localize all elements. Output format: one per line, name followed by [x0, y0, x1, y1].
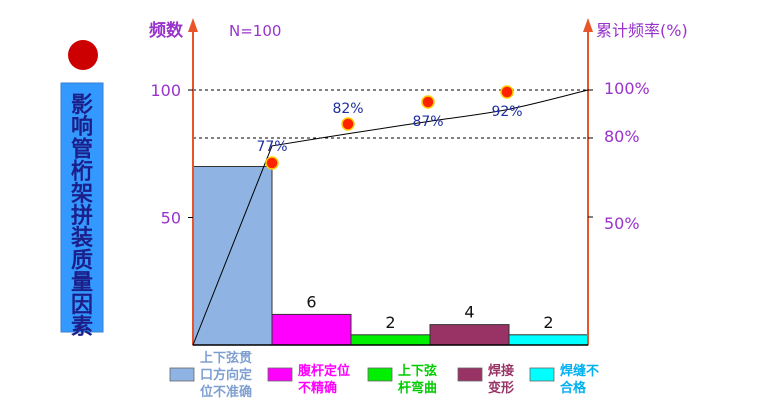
side-title-box [60, 82, 104, 333]
right-tick-label: 80% [604, 127, 640, 146]
cumulative-label: 82% [332, 101, 363, 117]
left-axis-arrow [188, 18, 198, 32]
left-tick-label: 100 [150, 81, 181, 100]
cumulative-marker [341, 117, 355, 131]
left-tick-label: 50 [161, 209, 181, 228]
n-label: N=100 [229, 22, 281, 40]
bar-value-label: 2 [543, 313, 553, 332]
cumulative-marker [500, 85, 514, 99]
right-axis-label: 累计频率(%) [596, 21, 688, 40]
bar [350, 334, 431, 346]
legend-swatch [367, 367, 393, 382]
legend-label: 腹杆定位不精确 [298, 363, 350, 396]
bar-value-label: 6 [306, 292, 316, 311]
legend-swatch [529, 367, 555, 382]
cumulative-marker [421, 95, 435, 109]
left-axis-label: 频数 [149, 20, 184, 41]
bar [192, 166, 273, 346]
cumulative-label: 77% [256, 139, 287, 155]
cumulative-marker [265, 156, 279, 170]
legend-swatch [267, 367, 293, 382]
bar [508, 334, 589, 346]
legend-label: 焊接变形 [488, 363, 514, 396]
cumulative-label: 92% [491, 104, 522, 120]
side-title: 影响管桁架拼装质量因素 [71, 93, 93, 340]
legend-swatch [169, 367, 195, 382]
legend-swatch [457, 367, 483, 382]
legend-label: 焊缝不合格 [560, 363, 599, 396]
bar [429, 324, 510, 346]
bar-value-label: 4 [464, 303, 474, 322]
bar-value-label: 2 [385, 313, 395, 332]
right-tick-label: 50% [604, 214, 640, 233]
cumulative-line [192, 89, 589, 346]
right-axis-arrow [583, 18, 593, 32]
cumulative-label: 87% [412, 114, 443, 130]
legend-label: 上下弦贯口方向定位不准确 [200, 350, 252, 400]
decor-dot [68, 40, 98, 70]
legend-label: 上下弦杆弯曲 [398, 363, 437, 396]
right-tick-label: 100% [604, 79, 650, 98]
bar [271, 313, 352, 346]
